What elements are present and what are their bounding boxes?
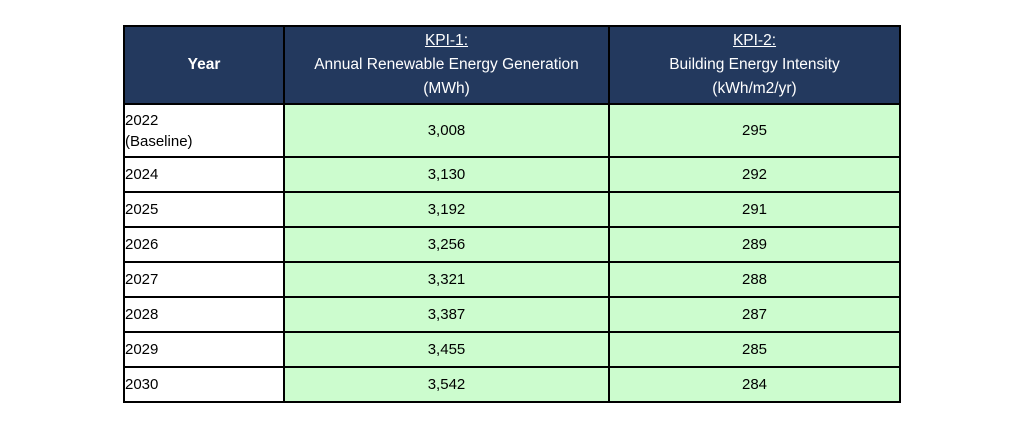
table-row: 2024 3,130 292 — [123, 156, 901, 193]
header-year-label: Year — [187, 56, 221, 73]
header-kpi1-unit: (MWh) — [423, 80, 470, 97]
table-row: 2028 3,387 287 — [123, 296, 901, 333]
kpi1-cell: 3,008 — [283, 103, 610, 158]
year-cell: 2028 — [123, 296, 285, 333]
header-kpi2: KPI-2: Building Energy Intensity (kWh/m2… — [608, 25, 901, 105]
kpi1-cell: 3,256 — [283, 226, 610, 263]
header-kpi1-title: KPI-1: — [424, 32, 469, 49]
year-cell: 2030 — [123, 366, 285, 403]
year-cell: 2029 — [123, 331, 285, 368]
header-kpi2-name: Building Energy Intensity — [669, 56, 840, 73]
header-kpi2-title: KPI-2: — [732, 32, 777, 49]
header-kpi2-unit: (kWh/m2/yr) — [712, 80, 797, 97]
year-cell: 2022 (Baseline) — [123, 103, 285, 158]
kpi2-cell: 295 — [608, 103, 901, 158]
table-row: 2022 (Baseline) 3,008 295 — [123, 103, 901, 158]
kpi1-cell: 3,455 — [283, 331, 610, 368]
kpi2-cell: 284 — [608, 366, 901, 403]
table-row: 2027 3,321 288 — [123, 261, 901, 298]
kpi1-cell: 3,542 — [283, 366, 610, 403]
header-year: Year — [123, 25, 285, 105]
kpi1-cell: 3,192 — [283, 191, 610, 228]
table-row: 2030 3,542 284 — [123, 366, 901, 403]
year-cell: 2026 — [123, 226, 285, 263]
kpi1-cell: 3,321 — [283, 261, 610, 298]
table-row: 2025 3,192 291 — [123, 191, 901, 228]
kpi2-cell: 292 — [608, 156, 901, 193]
table-row: 2029 3,455 285 — [123, 331, 901, 368]
header-row: Year KPI-1: Annual Renewable Energy Gene… — [123, 25, 901, 105]
year-cell: 2025 — [123, 191, 285, 228]
kpi-table: Year KPI-1: Annual Renewable Energy Gene… — [123, 25, 901, 403]
table-row: 2026 3,256 289 — [123, 226, 901, 263]
kpi1-cell: 3,130 — [283, 156, 610, 193]
kpi2-cell: 291 — [608, 191, 901, 228]
kpi2-cell: 289 — [608, 226, 901, 263]
year-cell: 2024 — [123, 156, 285, 193]
header-kpi1-name: Annual Renewable Energy Generation — [314, 56, 579, 73]
year-cell: 2027 — [123, 261, 285, 298]
kpi2-cell: 287 — [608, 296, 901, 333]
header-kpi1: KPI-1: Annual Renewable Energy Generatio… — [283, 25, 610, 105]
kpi1-cell: 3,387 — [283, 296, 610, 333]
kpi2-cell: 285 — [608, 331, 901, 368]
kpi2-cell: 288 — [608, 261, 901, 298]
